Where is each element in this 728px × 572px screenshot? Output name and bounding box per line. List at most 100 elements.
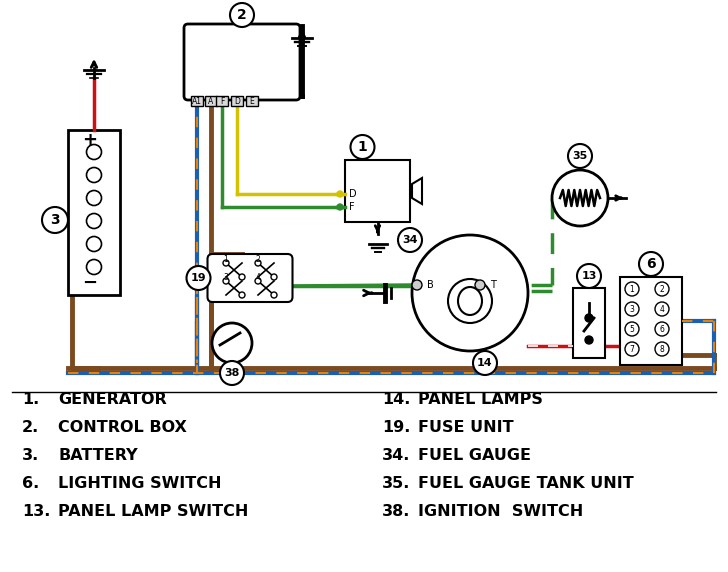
Circle shape xyxy=(239,292,245,298)
Circle shape xyxy=(271,292,277,298)
Text: PANEL LAMP SWITCH: PANEL LAMP SWITCH xyxy=(58,505,248,519)
Text: 4: 4 xyxy=(256,272,261,281)
Text: A: A xyxy=(208,97,213,105)
Text: 1: 1 xyxy=(357,140,368,154)
Text: A1: A1 xyxy=(192,97,202,105)
Circle shape xyxy=(212,323,252,363)
Text: 13: 13 xyxy=(582,271,597,281)
Circle shape xyxy=(568,144,592,168)
Circle shape xyxy=(577,264,601,288)
Circle shape xyxy=(255,278,261,284)
Text: 3.: 3. xyxy=(22,448,39,463)
Circle shape xyxy=(223,278,229,284)
Circle shape xyxy=(223,260,229,266)
Circle shape xyxy=(239,274,245,280)
Circle shape xyxy=(337,204,343,210)
Text: 6.: 6. xyxy=(22,476,39,491)
Text: CONTROL BOX: CONTROL BOX xyxy=(58,420,187,435)
Text: 34.: 34. xyxy=(382,448,411,463)
Text: 19: 19 xyxy=(191,273,206,283)
Circle shape xyxy=(255,260,261,266)
Circle shape xyxy=(271,274,277,280)
Circle shape xyxy=(412,280,422,290)
Circle shape xyxy=(585,336,593,344)
Circle shape xyxy=(412,235,528,351)
Text: +: + xyxy=(82,131,97,149)
Text: 35: 35 xyxy=(572,151,587,161)
Circle shape xyxy=(655,282,669,296)
Text: F: F xyxy=(220,97,224,105)
Text: 3: 3 xyxy=(630,304,634,313)
Circle shape xyxy=(448,279,492,323)
Text: 38: 38 xyxy=(224,368,240,378)
Text: LIGHTING SWITCH: LIGHTING SWITCH xyxy=(58,476,221,491)
Text: 6: 6 xyxy=(660,324,665,333)
Text: F: F xyxy=(349,202,355,212)
Text: 13.: 13. xyxy=(22,505,50,519)
Text: 1.: 1. xyxy=(22,392,39,407)
Text: GENERATOR: GENERATOR xyxy=(58,392,167,407)
Bar xyxy=(231,96,243,106)
Text: 35.: 35. xyxy=(382,476,411,491)
Ellipse shape xyxy=(458,287,482,315)
Text: FUSE UNIT: FUSE UNIT xyxy=(418,420,514,435)
Circle shape xyxy=(186,266,210,290)
Circle shape xyxy=(87,145,101,160)
Text: E: E xyxy=(250,97,254,105)
Circle shape xyxy=(639,252,663,276)
Text: 7: 7 xyxy=(630,344,634,353)
Text: 3: 3 xyxy=(223,272,229,281)
Circle shape xyxy=(337,191,343,197)
Bar xyxy=(573,288,605,358)
Bar xyxy=(205,96,217,106)
Text: 2: 2 xyxy=(237,8,247,22)
Text: B: B xyxy=(427,280,434,290)
Text: −: − xyxy=(82,274,97,292)
Circle shape xyxy=(655,322,669,336)
Text: FUEL GAUGE TANK UNIT: FUEL GAUGE TANK UNIT xyxy=(418,476,634,491)
Text: 6: 6 xyxy=(646,257,656,271)
Circle shape xyxy=(350,135,374,159)
Circle shape xyxy=(42,207,68,233)
Circle shape xyxy=(625,302,639,316)
Text: 14: 14 xyxy=(477,358,493,368)
Text: 3: 3 xyxy=(50,213,60,227)
Circle shape xyxy=(625,322,639,336)
Circle shape xyxy=(239,338,245,344)
Circle shape xyxy=(585,314,593,322)
Circle shape xyxy=(230,3,254,27)
FancyBboxPatch shape xyxy=(184,24,300,100)
FancyBboxPatch shape xyxy=(207,254,293,302)
Bar xyxy=(620,277,682,365)
Text: 19.: 19. xyxy=(382,420,411,435)
Text: FUEL GAUGE: FUEL GAUGE xyxy=(418,448,531,463)
Text: 2: 2 xyxy=(660,284,665,293)
Circle shape xyxy=(475,280,485,290)
Text: 8: 8 xyxy=(660,344,665,353)
Circle shape xyxy=(398,228,422,252)
Bar xyxy=(191,96,203,106)
Circle shape xyxy=(625,342,639,356)
Bar xyxy=(216,96,228,106)
Circle shape xyxy=(552,170,608,226)
Text: PANEL LAMPS: PANEL LAMPS xyxy=(418,392,543,407)
Circle shape xyxy=(87,236,101,252)
Circle shape xyxy=(625,282,639,296)
Circle shape xyxy=(87,213,101,228)
Text: BATTERY: BATTERY xyxy=(58,448,138,463)
Bar xyxy=(68,130,120,295)
Circle shape xyxy=(87,168,101,182)
Text: D: D xyxy=(234,97,240,105)
Text: 1: 1 xyxy=(630,284,634,293)
Circle shape xyxy=(655,302,669,316)
Text: 2: 2 xyxy=(256,255,261,264)
Text: D: D xyxy=(349,189,357,199)
Text: T: T xyxy=(490,280,496,290)
Circle shape xyxy=(220,361,244,385)
Circle shape xyxy=(87,190,101,205)
Text: 14.: 14. xyxy=(382,392,411,407)
Text: 4: 4 xyxy=(660,304,665,313)
Text: 38.: 38. xyxy=(382,505,411,519)
Circle shape xyxy=(655,342,669,356)
Circle shape xyxy=(473,351,497,375)
